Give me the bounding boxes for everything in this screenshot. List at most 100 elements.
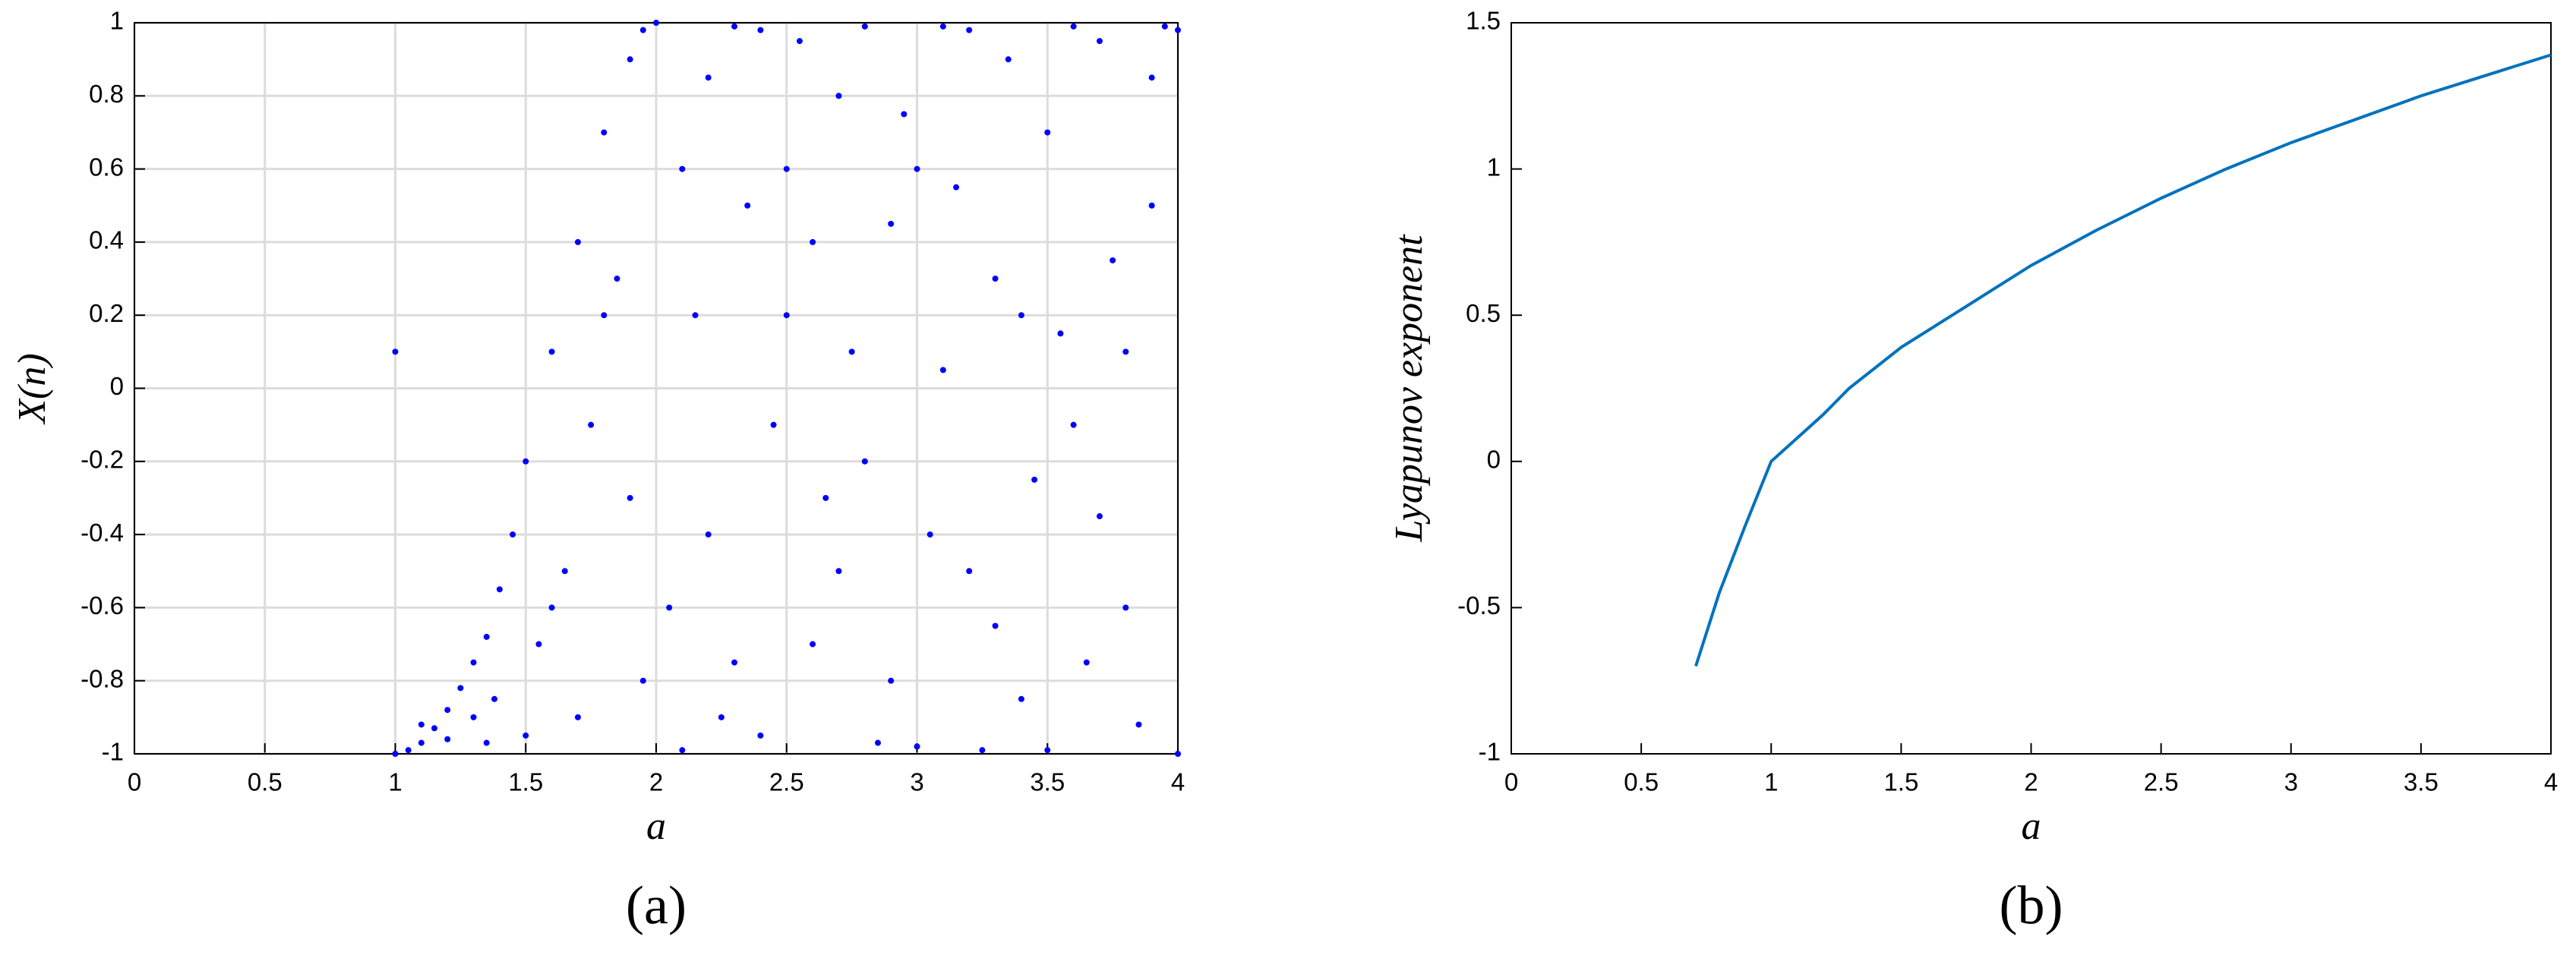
point xyxy=(848,348,855,355)
point xyxy=(1057,330,1064,337)
point xyxy=(601,129,608,136)
point xyxy=(888,677,895,684)
y-tick-label: -0.4 xyxy=(80,518,124,547)
point xyxy=(444,707,451,714)
point xyxy=(1031,476,1038,483)
point xyxy=(861,458,868,465)
point xyxy=(927,531,933,538)
x-tick-label: 0 xyxy=(128,768,141,796)
point xyxy=(953,184,960,191)
point xyxy=(1096,38,1103,45)
point xyxy=(679,747,686,754)
point xyxy=(914,743,920,750)
point xyxy=(392,751,399,757)
point xyxy=(574,238,581,245)
point xyxy=(757,27,764,33)
point xyxy=(431,725,438,732)
x-tick-label: 0 xyxy=(1504,768,1518,796)
y-tick-label: -0.2 xyxy=(80,446,124,474)
y-tick-label: -0.5 xyxy=(1457,591,1501,619)
x-tick-label: 2 xyxy=(2024,768,2038,796)
point xyxy=(888,220,895,227)
point xyxy=(548,348,555,355)
point xyxy=(627,494,633,501)
point xyxy=(692,312,699,319)
point xyxy=(939,367,946,373)
point xyxy=(1135,721,1142,728)
point xyxy=(1083,659,1090,666)
point xyxy=(1070,421,1077,428)
y-tick-label: 0.2 xyxy=(89,299,124,327)
y-tick-label: 0.6 xyxy=(89,153,124,181)
point xyxy=(1044,747,1051,754)
point xyxy=(574,714,581,720)
point xyxy=(653,20,659,26)
point xyxy=(783,165,790,172)
x-tick-label: 1.5 xyxy=(508,768,543,796)
point xyxy=(470,659,477,666)
x-tick-label: 3.5 xyxy=(2404,768,2439,796)
x-tick-label: 2 xyxy=(649,768,663,796)
y-tick-label: 1 xyxy=(1487,153,1501,181)
y-tick-label: 1.5 xyxy=(1466,7,1501,35)
x-tick-label: 2.5 xyxy=(2144,768,2179,796)
point xyxy=(966,27,973,33)
point xyxy=(810,641,816,648)
point xyxy=(939,23,946,30)
point xyxy=(810,238,816,245)
point xyxy=(1161,23,1168,30)
point xyxy=(901,111,908,118)
point xyxy=(979,747,986,754)
point xyxy=(522,458,529,465)
point xyxy=(561,568,568,575)
point xyxy=(483,633,490,640)
point xyxy=(491,695,498,702)
x-tick-label: 3 xyxy=(2284,768,2298,796)
x-tick-label: 4 xyxy=(2544,768,2558,796)
plot-frame xyxy=(1511,22,2552,755)
x-tick-label: 1.5 xyxy=(1883,768,1918,796)
x-tick-label: 0.5 xyxy=(1624,768,1659,796)
point xyxy=(535,641,542,648)
point xyxy=(614,276,620,282)
point xyxy=(757,732,764,739)
point xyxy=(418,739,425,746)
x-tick-label: 3.5 xyxy=(1030,768,1065,796)
point xyxy=(1018,695,1024,702)
y-axis-label: Lyapunov exponent xyxy=(1387,234,1431,543)
point xyxy=(718,714,724,720)
point xyxy=(548,604,555,611)
y-tick-label: 0 xyxy=(110,372,124,400)
point xyxy=(744,202,751,209)
point xyxy=(679,165,686,172)
y-tick-label: -1 xyxy=(102,738,124,766)
point xyxy=(1005,56,1012,63)
point xyxy=(992,622,999,629)
point xyxy=(1175,27,1181,33)
point xyxy=(705,531,712,538)
point xyxy=(418,721,425,728)
point xyxy=(392,348,399,355)
point xyxy=(966,568,973,575)
point xyxy=(601,312,608,319)
x-tick-label: 3 xyxy=(910,768,923,796)
y-tick-label: -1 xyxy=(1479,738,1501,766)
point xyxy=(1175,751,1181,757)
point xyxy=(457,685,464,692)
point xyxy=(470,714,477,720)
point xyxy=(1096,513,1103,520)
panel-caption: (a) xyxy=(626,875,687,936)
point xyxy=(1148,202,1155,209)
x-axis-label: a xyxy=(646,805,666,848)
point xyxy=(639,27,646,33)
y-tick-label: 0 xyxy=(1487,446,1501,474)
y-tick-label: -0.8 xyxy=(80,664,124,692)
point xyxy=(1110,257,1116,263)
x-tick-label: 1 xyxy=(1764,768,1778,796)
point xyxy=(731,23,738,30)
point xyxy=(1018,312,1024,319)
y-tick-label: 0.4 xyxy=(89,226,124,254)
point xyxy=(627,56,633,63)
point xyxy=(861,23,868,30)
point xyxy=(835,568,842,575)
